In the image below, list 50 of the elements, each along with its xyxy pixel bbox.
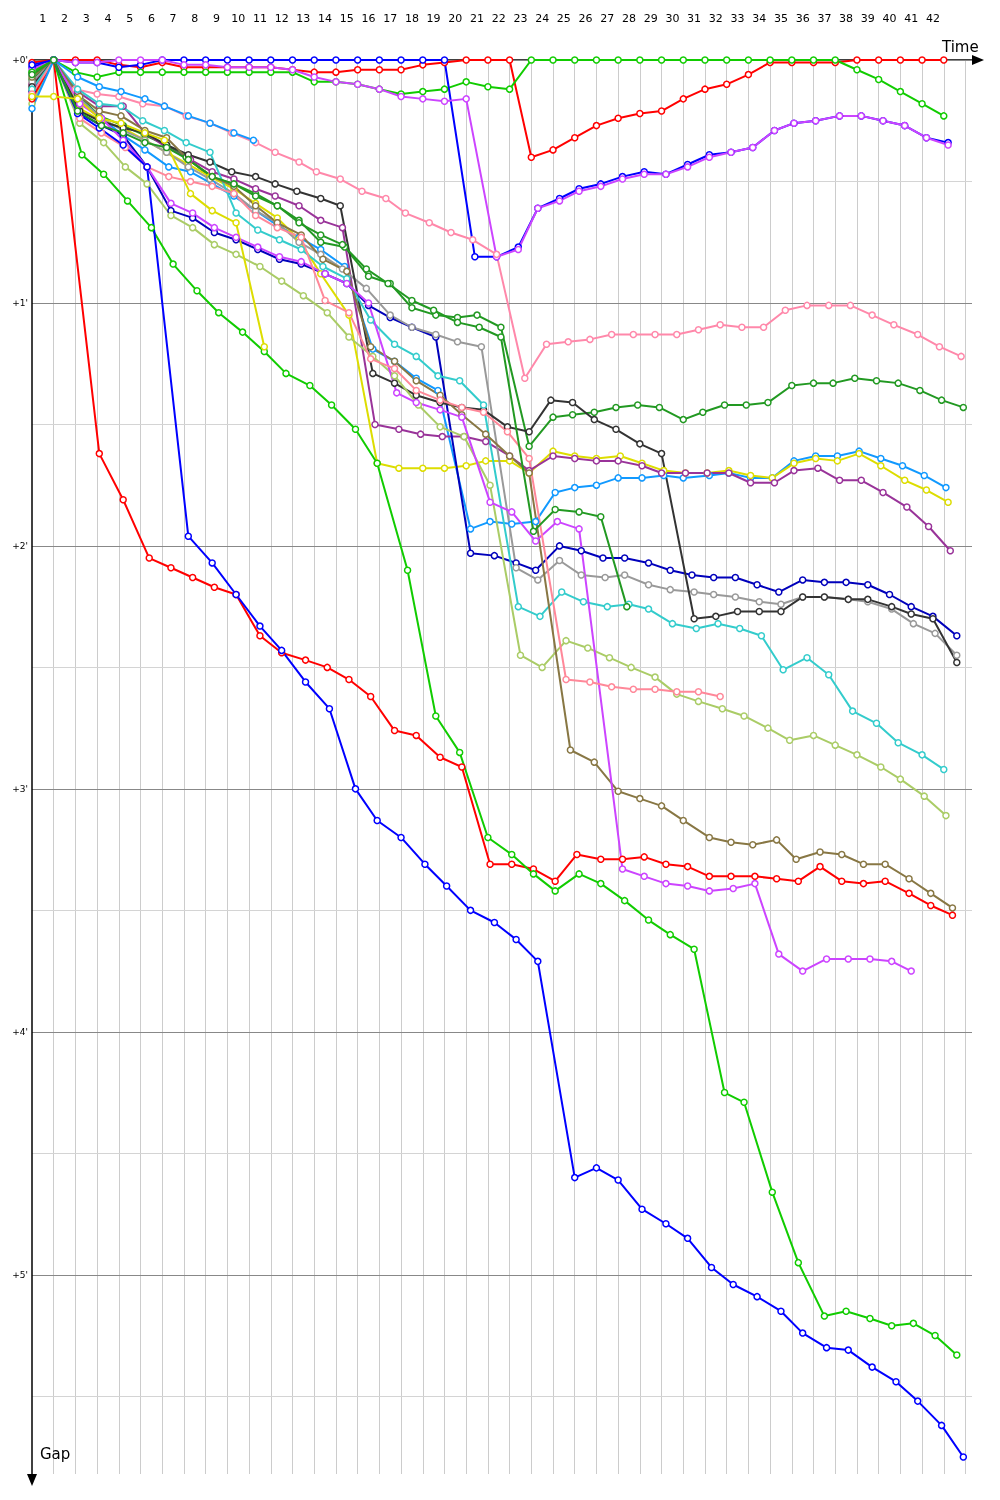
x-tick-label: 41 — [904, 12, 919, 25]
x-tick-label: 33 — [730, 12, 745, 25]
x-tick-label: 13 — [296, 12, 311, 25]
y-tick-label: +5' — [12, 1269, 28, 1280]
x-tick-label: 24 — [535, 12, 550, 25]
x-tick-label: 17 — [383, 12, 398, 25]
x-tick-label: 21 — [470, 12, 485, 25]
x-tick-label: 14 — [318, 12, 333, 25]
x-tick-label: 36 — [795, 12, 810, 25]
x-tick-label: 34 — [752, 12, 767, 25]
x-tick-label: 23 — [513, 12, 528, 25]
x-tick-label: 25 — [556, 12, 571, 25]
x-tick-label: 4 — [104, 12, 112, 25]
x-tick-label: 30 — [665, 12, 680, 25]
x-tick-label: 27 — [600, 12, 615, 25]
x-tick-label: 38 — [839, 12, 854, 25]
x-tick-label: 22 — [491, 12, 506, 25]
y-tick-label: +4' — [12, 1026, 28, 1037]
x-tick-label: 28 — [622, 12, 636, 25]
x-tick-label: 29 — [643, 12, 658, 25]
x-tick-label: 3 — [82, 12, 90, 25]
y-tick-label: +3' — [12, 783, 28, 794]
x-tick-label: 42 — [925, 12, 940, 25]
x-tick-label: 15 — [339, 12, 354, 25]
x-tick-label: 8 — [191, 12, 199, 25]
x-tick-label: 7 — [169, 12, 177, 25]
x-tick-label: 39 — [860, 12, 875, 25]
x-tick-label: 40 — [882, 12, 897, 25]
y-tick-label: +2' — [12, 540, 28, 551]
x-tick-label: 26 — [578, 12, 593, 25]
x-tick-label: 2 — [61, 12, 69, 25]
x-tick-label: 18 — [404, 12, 419, 25]
y-tick-label: +0' — [12, 55, 28, 65]
x-tick-label: 5 — [126, 12, 134, 25]
x-tick-label: 37 — [817, 12, 832, 25]
x-tick-label: 35 — [773, 12, 788, 25]
x-tick-label: 32 — [708, 12, 723, 25]
x-tick-label: 1 — [39, 12, 47, 25]
x-tick-label: 6 — [147, 12, 155, 25]
y-axis-title: Gap — [40, 1445, 71, 1463]
x-tick-label: 19 — [426, 12, 441, 25]
x-tick-label: 11 — [252, 12, 267, 25]
x-tick-label: 9 — [213, 12, 221, 25]
x-tick-label: 31 — [687, 12, 702, 25]
x-tick-label: 12 — [274, 12, 289, 25]
y-tick-label: +1' — [12, 297, 28, 308]
x-tick-label: 10 — [231, 12, 246, 25]
x-tick-label: 20 — [448, 12, 463, 25]
x-axis-title: Time — [941, 37, 979, 56]
x-tick-label: 16 — [361, 12, 376, 25]
